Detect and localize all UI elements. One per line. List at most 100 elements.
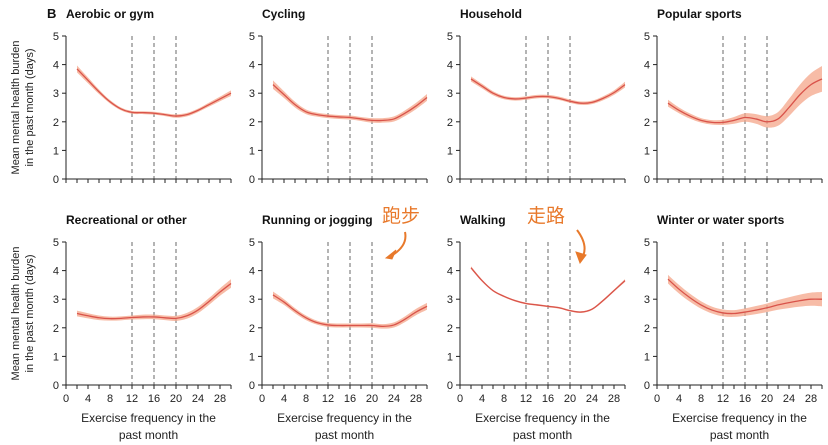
x-tick-label: 12 — [322, 393, 334, 405]
series-line — [272, 84, 428, 122]
confidence-band — [471, 76, 625, 105]
x-axis-label-line: past month — [119, 428, 178, 442]
x-tick-label: 20 — [761, 393, 773, 405]
panel-letter: B — [47, 6, 56, 21]
x-tick-label: 20 — [366, 393, 378, 405]
panel-title: Recreational or other — [66, 213, 187, 227]
x-axis-label-line: Exercise frequency in the — [81, 411, 216, 425]
y-tick-label: 5 — [644, 237, 650, 249]
y-tick-label: 3 — [644, 294, 650, 306]
y-tick-label: 0 — [249, 174, 255, 186]
confidence-band — [668, 66, 822, 128]
y-tick-label: 1 — [53, 145, 59, 157]
series-line — [76, 68, 232, 117]
x-tick-label: 0 — [457, 393, 463, 405]
y-tick-label: 4 — [644, 60, 650, 72]
x-tick-label: 24 — [586, 393, 598, 405]
y-tick-label: 5 — [249, 237, 255, 249]
y-tick-label: 2 — [53, 117, 59, 129]
annotation-arrowhead — [575, 251, 587, 265]
x-tick-label: 4 — [281, 393, 287, 405]
x-tick-label: 0 — [63, 393, 69, 405]
annotation-walking: 走路 — [527, 205, 587, 265]
y-tick-label: 4 — [249, 266, 255, 278]
panel-title: Walking — [460, 213, 506, 227]
series-line — [667, 278, 823, 315]
y-axis-label-row-2: Mean mental health burden in the past mon… — [10, 247, 36, 381]
x-tick-label: 8 — [501, 393, 507, 405]
x-axis-label-line: past month — [513, 428, 572, 442]
y-tick-label: 4 — [447, 60, 453, 72]
x-axis-label-line: Exercise frequency in the — [475, 411, 610, 425]
x-tick-label: 28 — [608, 393, 620, 405]
x-tick-label: 12 — [520, 393, 532, 405]
panel-title: Running or jogging — [262, 213, 373, 227]
x-tick-label: 0 — [259, 393, 265, 405]
series-line — [76, 282, 232, 320]
confidence-band — [273, 291, 427, 329]
y-tick-label: 0 — [249, 380, 255, 392]
x-axis-label-line: past month — [315, 428, 374, 442]
x-tick-label: 16 — [344, 393, 356, 405]
x-tick-label: 8 — [107, 393, 113, 405]
x-tick-label: 4 — [676, 393, 682, 405]
y-tick-label: 5 — [447, 237, 453, 249]
x-axis-label-line: past month — [710, 428, 769, 442]
x-tick-label: 12 — [126, 393, 138, 405]
y-tick-label: 4 — [447, 266, 453, 278]
y-axis-label-line: in the past month (days) — [24, 48, 36, 166]
x-tick-label: 16 — [542, 393, 554, 405]
y-tick-label: 0 — [53, 174, 59, 186]
y-tick-label: 0 — [53, 380, 59, 392]
y-tick-label: 5 — [447, 31, 453, 43]
y-tick-label: 2 — [53, 323, 59, 335]
confidence-band — [77, 65, 231, 118]
y-axis-label-row-1: Mean mental health burden in the past mon… — [10, 41, 36, 175]
series-line — [272, 294, 428, 328]
panel-title: Winter or water sports — [657, 213, 785, 227]
series-line — [470, 78, 626, 104]
y-tick-label: 2 — [249, 117, 255, 129]
confidence-band — [668, 274, 822, 317]
x-tick-label: 4 — [85, 393, 91, 405]
x-tick-label: 24 — [783, 393, 795, 405]
y-tick-label: 1 — [644, 145, 650, 157]
panel-aerobic-or-gym: Aerobic or gym 0 1 2 3 4 5 — [53, 7, 232, 186]
y-tick-label: 3 — [447, 88, 453, 100]
y-axis-label-line: Mean mental health burden — [10, 247, 22, 381]
y-tick-label: 3 — [249, 294, 255, 306]
y-tick-label: 5 — [644, 31, 650, 43]
series-line — [667, 78, 823, 124]
y-tick-label: 3 — [644, 88, 650, 100]
x-axis-label-line: Exercise frequency in the — [672, 411, 807, 425]
y-tick-label: 5 — [53, 237, 59, 249]
y-tick-label: 3 — [447, 294, 453, 306]
y-tick-label: 2 — [644, 117, 650, 129]
series-line — [470, 267, 626, 313]
x-tick-label: 28 — [805, 393, 817, 405]
x-tick-label: 12 — [717, 393, 729, 405]
x-tick-label: 0 — [654, 393, 660, 405]
y-tick-label: 4 — [53, 266, 59, 278]
y-tick-label: 1 — [249, 351, 255, 363]
x-axis-label-line: Exercise frequency in the — [277, 411, 412, 425]
panel-title: Aerobic or gym — [66, 7, 154, 21]
confidence-band — [273, 80, 427, 123]
y-tick-label: 2 — [249, 323, 255, 335]
y-tick-label: 0 — [644, 380, 650, 392]
y-tick-label: 2 — [447, 323, 453, 335]
y-tick-label: 4 — [53, 60, 59, 72]
panel-title: Cycling — [262, 7, 305, 21]
y-tick-label: 4 — [249, 60, 255, 72]
x-tick-label: 4 — [479, 393, 485, 405]
annotation-text: 跑步 — [382, 205, 420, 227]
x-tick-label: 24 — [192, 393, 204, 405]
x-tick-label: 28 — [410, 393, 422, 405]
x-tick-label: 24 — [388, 393, 400, 405]
x-tick-label: 20 — [564, 393, 576, 405]
y-tick-label: 1 — [447, 145, 453, 157]
